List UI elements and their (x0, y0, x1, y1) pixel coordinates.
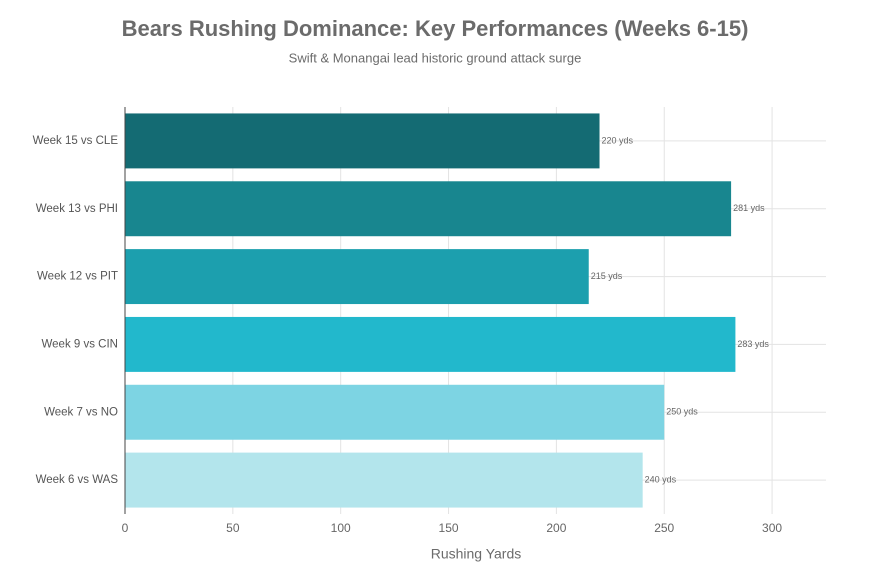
value-label: 250 yds (666, 407, 698, 417)
y-tick-label: Week 12 vs PIT (37, 271, 118, 283)
x-tick-label: 50 (226, 521, 240, 535)
x-tick-label: 250 (654, 521, 674, 535)
x-tick-label: 0 (122, 521, 129, 535)
bar (125, 181, 732, 237)
value-label: 220 yds (602, 135, 634, 145)
x-tick-label: 200 (546, 521, 566, 535)
y-tick-label: Week 13 vs PHI (36, 203, 118, 215)
x-axis-title: Rushing Yards (431, 546, 522, 562)
y-tick-label: Week 6 vs WAS (36, 474, 119, 486)
x-tick-label: 150 (439, 521, 459, 535)
bar (125, 452, 643, 508)
x-tick-label: 100 (331, 521, 351, 535)
value-label: 281 yds (733, 203, 765, 213)
bar (125, 113, 600, 169)
x-tick-label: 300 (762, 521, 782, 535)
y-tick-label: Week 9 vs CIN (42, 338, 118, 350)
y-tick-label: Week 7 vs NO (44, 406, 118, 418)
bar (125, 249, 589, 305)
chart-title: Bears Rushing Dominance: Key Performance… (122, 16, 749, 41)
chart-subtitle: Swift & Monangai lead historic ground at… (289, 50, 582, 65)
y-tick-label: Week 15 vs CLE (33, 135, 119, 147)
bar (125, 316, 736, 372)
bar (125, 384, 665, 440)
value-label: 215 yds (591, 271, 623, 281)
value-label: 283 yds (737, 339, 769, 349)
value-label: 240 yds (645, 474, 677, 484)
